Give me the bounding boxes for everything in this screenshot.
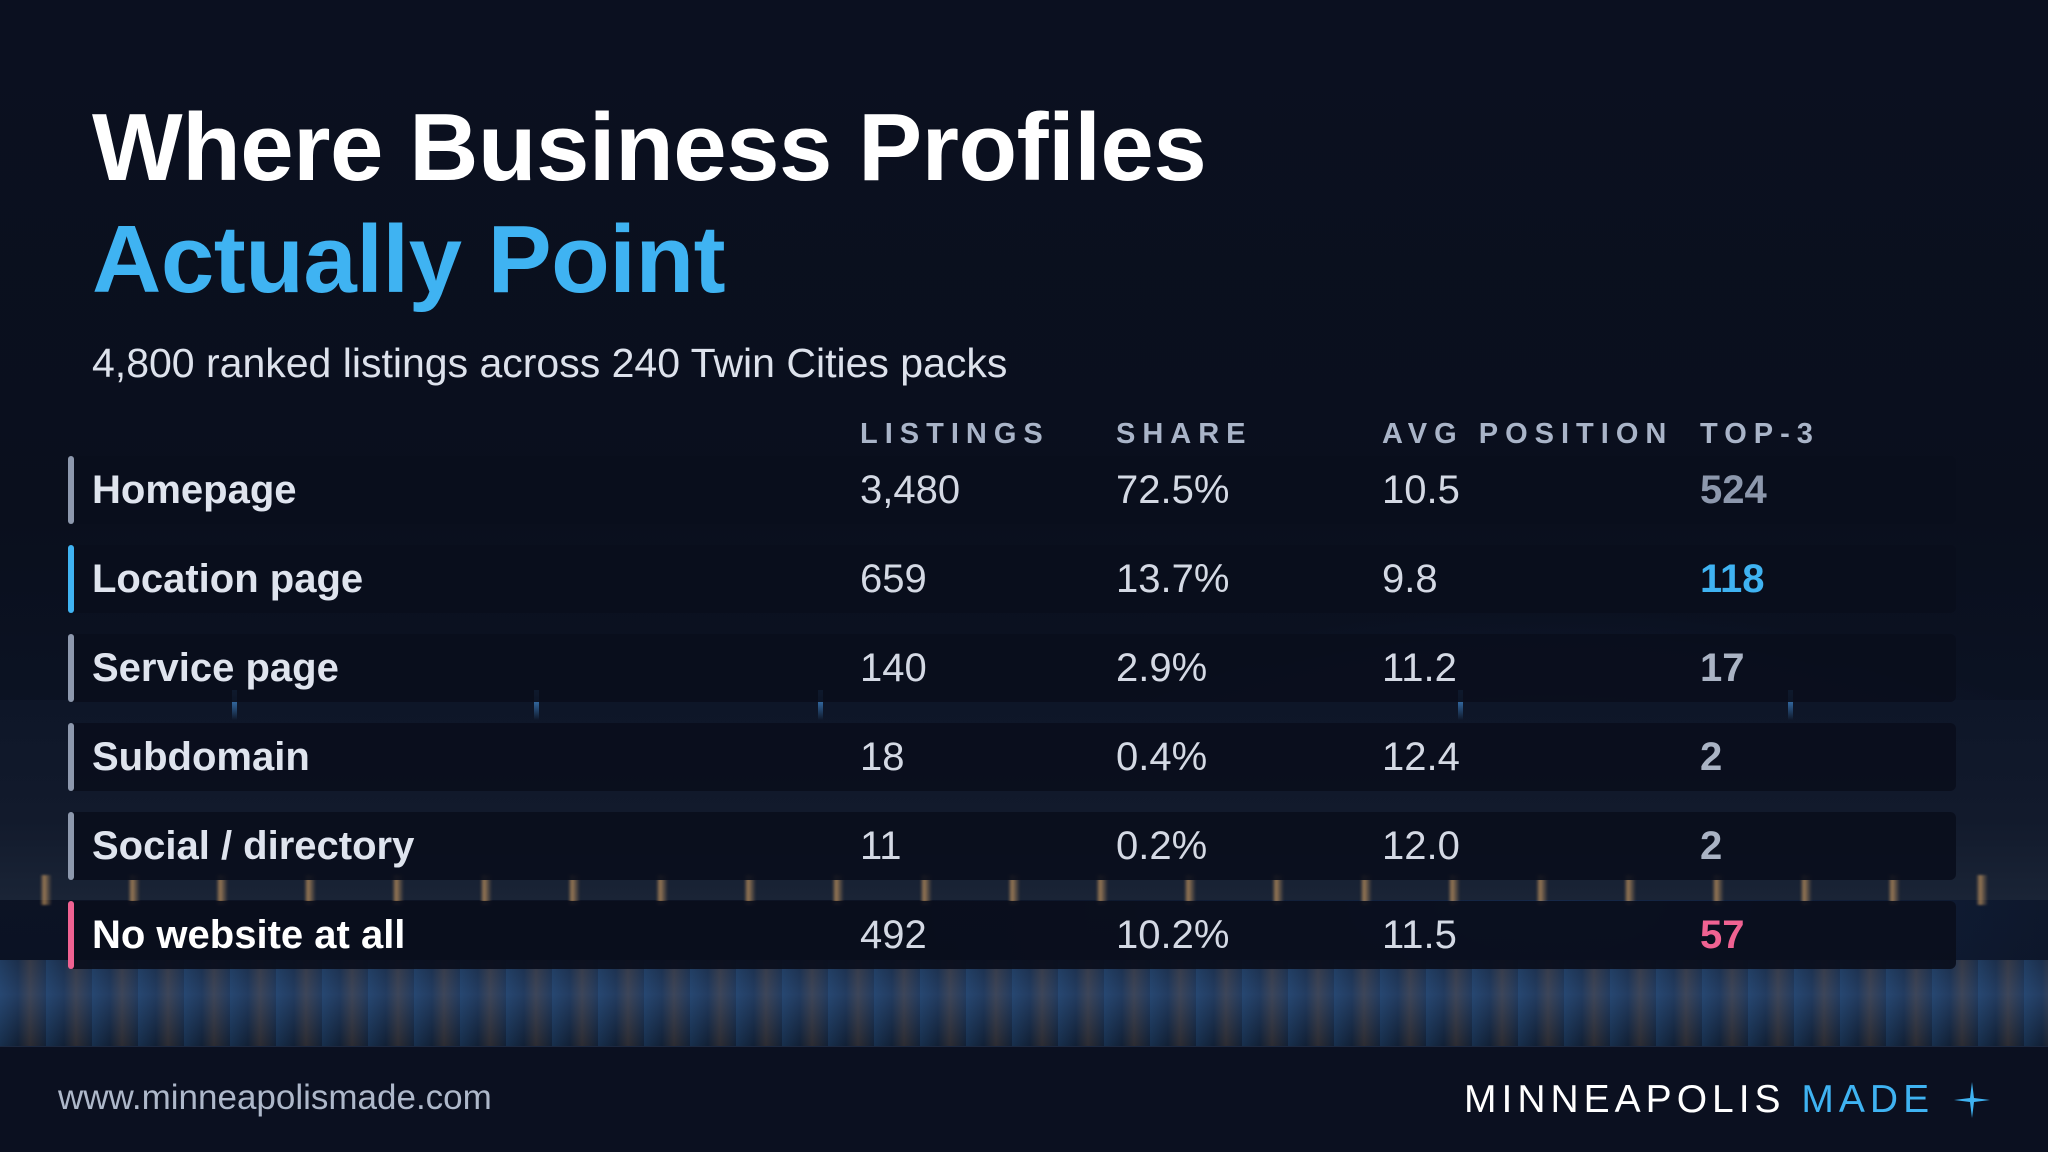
- storefront-lights: [0, 875, 2048, 905]
- wet-street: [0, 960, 2048, 1046]
- brand-name: MINNEAPOLIS: [1464, 1078, 1786, 1121]
- column-header-share: SHARE: [1116, 418, 1253, 450]
- row-label: No website at all: [92, 913, 406, 957]
- page-title: Where Business Profiles Actually Point: [92, 92, 1207, 316]
- title-line-1: Where Business Profiles: [92, 94, 1207, 201]
- blue-light: [1788, 690, 1793, 720]
- row-label: Subdomain: [92, 735, 310, 779]
- row-avg-position: 11.2: [1382, 646, 1457, 690]
- row-avg-position: 10.5: [1382, 468, 1460, 512]
- row-label: Location page: [92, 557, 364, 601]
- row-accent-bar: [68, 812, 74, 880]
- row-top3: 2: [1700, 824, 1723, 868]
- row-share: 10.2%: [1116, 913, 1230, 957]
- row-accent-bar: [68, 901, 74, 969]
- row-accent-bar: [68, 634, 74, 702]
- footer-band: [0, 1046, 2048, 1152]
- row-top3: 17: [1700, 646, 1745, 690]
- row-accent-bar: [68, 456, 74, 524]
- column-header-avg-position: AVG POSITION: [1382, 418, 1674, 450]
- row-avg-position: 12.0: [1382, 824, 1460, 868]
- title-line-2: Actually Point: [92, 206, 726, 313]
- row-share: 0.4%: [1116, 735, 1208, 779]
- row-listings: 492: [860, 913, 927, 957]
- row-top3: 2: [1700, 735, 1723, 779]
- table-row: No website at all 492 10.2% 11.5 57: [68, 901, 1956, 969]
- row-avg-position: 11.5: [1382, 913, 1457, 957]
- row-listings: 3,480: [860, 468, 961, 512]
- website-link[interactable]: www.minneapolismade.com: [58, 1078, 492, 1117]
- row-listings: 659: [860, 557, 927, 601]
- table-row: Location page 659 13.7% 9.8 118: [68, 545, 1956, 613]
- row-top3: 118: [1700, 557, 1765, 601]
- page-subtitle: 4,800 ranked listings across 240 Twin Ci…: [92, 340, 1008, 386]
- table-row: Service page 140 2.9% 11.2 17: [68, 634, 1956, 702]
- column-header-top3: TOP-3: [1700, 418, 1820, 450]
- row-share: 13.7%: [1116, 557, 1230, 601]
- table-row: Homepage 3,480 72.5% 10.5 524: [68, 456, 1956, 524]
- column-header-listings: LISTINGS: [860, 418, 1050, 450]
- row-label: Social / directory: [92, 824, 415, 868]
- row-share: 2.9%: [1116, 646, 1208, 690]
- row-listings: 18: [860, 735, 905, 779]
- brand-logo: MINNEAPOLIS MADE: [1464, 1078, 1934, 1122]
- sparkle-icon: [1954, 1082, 1990, 1118]
- row-avg-position: 12.4: [1382, 735, 1460, 779]
- row-accent-bar: [68, 723, 74, 791]
- row-accent-bar: [68, 545, 74, 613]
- blue-light: [534, 690, 539, 720]
- row-label: Homepage: [92, 468, 297, 512]
- row-listings: 140: [860, 646, 927, 690]
- row-top3: 57: [1700, 913, 1745, 957]
- row-listings: 11: [860, 824, 902, 868]
- blue-light: [1458, 690, 1463, 720]
- blue-light: [232, 690, 237, 720]
- row-top3: 524: [1700, 468, 1767, 512]
- table-row: Subdomain 18 0.4% 12.4 2: [68, 723, 1956, 791]
- row-share: 72.5%: [1116, 468, 1230, 512]
- row-label: Service page: [92, 646, 339, 690]
- row-avg-position: 9.8: [1382, 557, 1438, 601]
- table-row: Social / directory 11 0.2% 12.0 2: [68, 812, 1956, 880]
- row-share: 0.2%: [1116, 824, 1208, 868]
- blue-light: [818, 690, 823, 720]
- brand-accent: MADE: [1801, 1078, 1935, 1121]
